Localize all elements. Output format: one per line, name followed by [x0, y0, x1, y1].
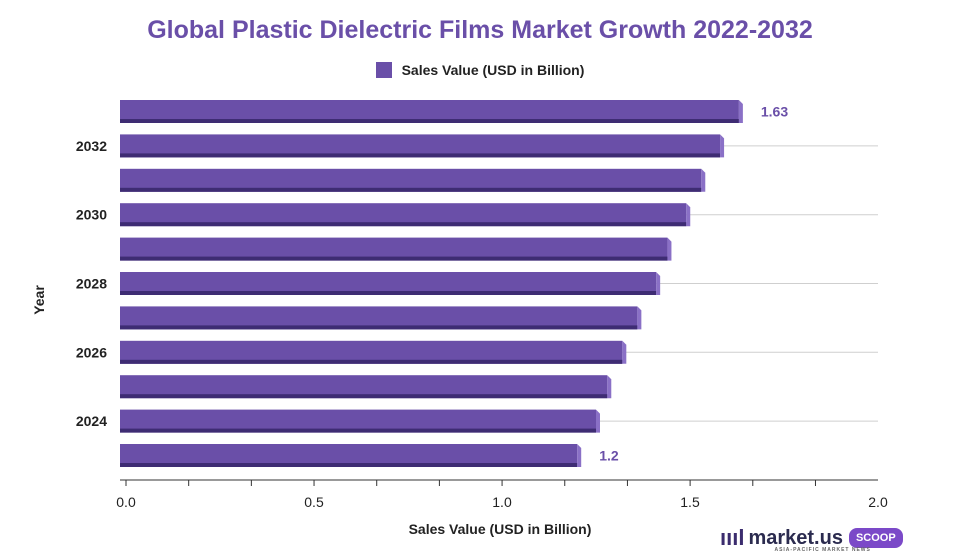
legend: Sales Value (USD in Billion) — [0, 62, 960, 78]
data-label: 1.63 — [761, 104, 788, 120]
bar-shadow — [120, 463, 578, 467]
bar-side — [720, 134, 725, 158]
bar — [120, 237, 668, 261]
y-tick-label: 2026 — [76, 344, 107, 360]
x-tick-label: 1.5 — [680, 494, 700, 510]
bar-side — [607, 375, 612, 399]
bar — [120, 168, 702, 192]
bar — [120, 100, 739, 123]
bar-side — [596, 409, 600, 433]
legend-label: Sales Value (USD in Billion) — [401, 62, 585, 78]
bar-shadow — [120, 359, 623, 364]
y-axis-label: Year — [31, 285, 47, 315]
bar-shadow — [120, 428, 596, 433]
bar — [120, 375, 608, 399]
bar — [120, 134, 721, 158]
bar — [120, 340, 623, 364]
bar-shadow — [120, 119, 739, 123]
bar-side — [686, 203, 691, 227]
bar — [120, 409, 596, 433]
bar-shadow — [120, 256, 668, 261]
y-tick-label: 2028 — [76, 276, 107, 292]
bar-side — [622, 340, 627, 364]
bar-shadow — [120, 394, 608, 399]
y-tick-label: 2030 — [76, 207, 107, 223]
chart-title: Global Plastic Dielectric Films Market G… — [147, 16, 813, 44]
brand-name: market.us ASIA-PACIFIC MARKET NEWS — [748, 526, 871, 553]
brand-logo: ıııl market.us ASIA-PACIFIC MARKET NEWS S… — [720, 524, 903, 553]
bar — [120, 203, 687, 227]
bar-shadow — [120, 187, 702, 192]
y-tick-label: 2024 — [76, 413, 107, 429]
x-tick-label: 2.0 — [868, 494, 888, 510]
bar-side — [637, 306, 642, 330]
brand-badge: SCOOP — [848, 528, 903, 548]
bar-side — [667, 237, 672, 261]
bar-side — [701, 168, 706, 192]
y-tick-label: 2032 — [76, 138, 107, 154]
bar-shadow — [120, 153, 721, 158]
bar-shadow — [120, 291, 657, 295]
brand-mark-icon: ıııl — [720, 525, 745, 550]
bar-shadow — [120, 325, 638, 330]
x-axis-label: Sales Value (USD in Billion) — [408, 521, 592, 537]
bar-side — [656, 272, 661, 295]
x-tick-label: 0.5 — [304, 494, 324, 510]
bar — [120, 306, 638, 330]
legend-swatch — [375, 62, 392, 78]
bar — [120, 272, 657, 295]
x-tick-label: 1.0 — [492, 494, 512, 510]
brand-subtitle: ASIA-PACIFIC MARKET NEWS — [774, 546, 871, 553]
bar-side — [577, 444, 582, 467]
x-tick-label: 0.0 — [116, 494, 136, 510]
bar-shadow — [120, 222, 687, 227]
data-label: 1.2 — [599, 448, 619, 464]
bar-side — [738, 100, 743, 123]
bar — [120, 444, 578, 467]
